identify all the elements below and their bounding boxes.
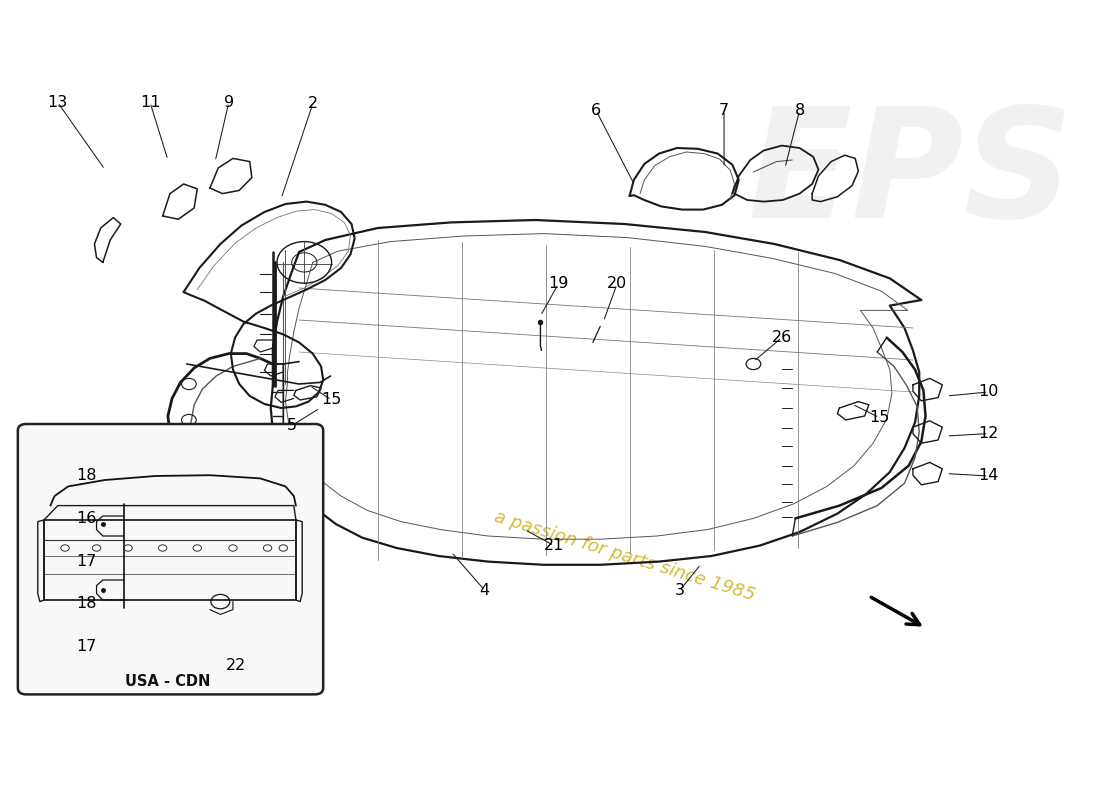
Text: 11: 11 bbox=[140, 95, 161, 110]
Text: 9: 9 bbox=[223, 95, 234, 110]
Text: 22: 22 bbox=[226, 658, 246, 673]
Text: EPS: EPS bbox=[748, 102, 1074, 250]
Text: 7: 7 bbox=[719, 103, 729, 118]
Text: 21: 21 bbox=[543, 538, 564, 553]
Text: 20: 20 bbox=[607, 277, 627, 291]
Text: 15: 15 bbox=[869, 410, 890, 425]
Text: 18: 18 bbox=[76, 469, 97, 483]
Text: 6: 6 bbox=[591, 103, 601, 118]
Text: 17: 17 bbox=[76, 554, 96, 569]
Text: 8: 8 bbox=[794, 103, 805, 118]
Text: 2: 2 bbox=[308, 97, 318, 111]
Text: 12: 12 bbox=[978, 426, 999, 441]
Text: 15: 15 bbox=[321, 393, 342, 407]
Text: 16: 16 bbox=[76, 511, 96, 526]
Text: USA - CDN: USA - CDN bbox=[125, 674, 210, 689]
Text: 10: 10 bbox=[978, 385, 999, 399]
Text: 18: 18 bbox=[76, 597, 97, 611]
Text: 4: 4 bbox=[480, 583, 490, 598]
Text: 17: 17 bbox=[76, 639, 96, 654]
Text: 14: 14 bbox=[978, 469, 999, 483]
Text: 3: 3 bbox=[675, 583, 685, 598]
Text: 26: 26 bbox=[771, 330, 792, 345]
Bar bbox=[44, 520, 296, 600]
Text: 19: 19 bbox=[548, 277, 569, 291]
Text: 13: 13 bbox=[47, 95, 68, 110]
Text: a passion for parts since 1985: a passion for parts since 1985 bbox=[492, 508, 757, 604]
FancyBboxPatch shape bbox=[18, 424, 323, 694]
Text: 5: 5 bbox=[287, 418, 297, 433]
